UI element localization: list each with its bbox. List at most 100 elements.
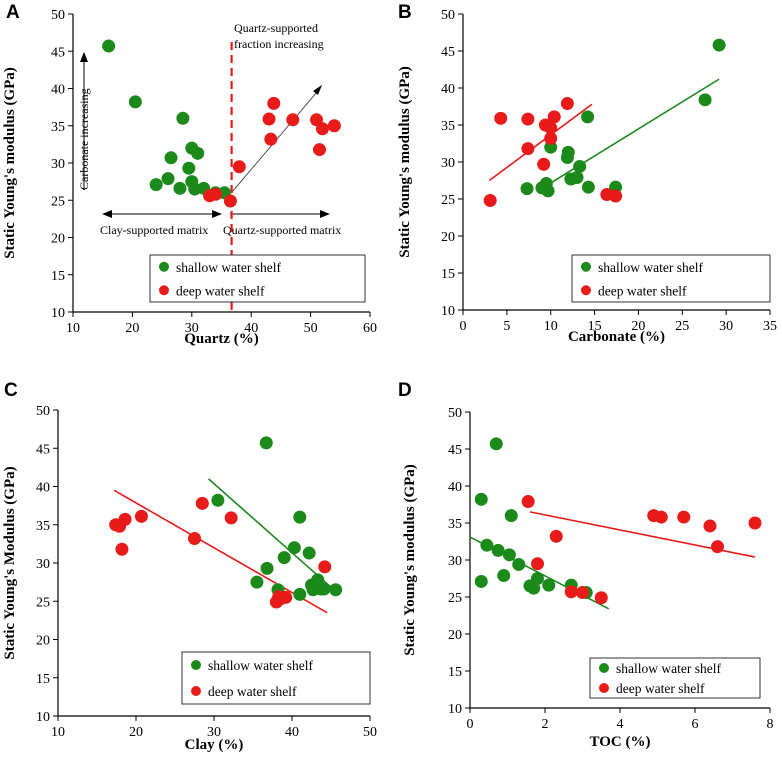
x-tick-label: 20: [125, 321, 139, 336]
data-point-deep: [286, 113, 300, 127]
y-tick-label: 15: [51, 269, 65, 284]
trendline-deep: [113, 489, 328, 614]
legend-label-deep-b: deep water shelf: [598, 283, 687, 298]
data-point-shallow: [480, 538, 494, 552]
trendline-shallow: [545, 78, 720, 187]
legend-marker-shallow-d: [599, 663, 609, 673]
data-point-shallow: [570, 171, 584, 185]
data-point-shallow: [293, 510, 307, 524]
legend-marker-deep-a: [159, 285, 169, 296]
y-tick-label: 45: [448, 443, 462, 458]
data-point-deep: [677, 510, 691, 524]
clay-matrix-arrowhead-left: [102, 210, 112, 218]
legend-marker-shallow-a: [159, 261, 169, 272]
legend-label-deep-a: deep water shelf: [176, 283, 265, 298]
legend-marker-deep-d: [599, 683, 609, 693]
data-point-deep: [521, 142, 535, 156]
data-point-deep: [748, 516, 762, 530]
legend-label-shallow-a: shallow water shelf: [176, 260, 281, 275]
data-point-shallow: [698, 93, 712, 107]
data-point-shallow: [211, 493, 225, 507]
y-tick-label: 50: [36, 404, 50, 419]
y-tick-label: 30: [448, 554, 462, 569]
data-point-shallow: [128, 95, 142, 109]
data-point-deep: [224, 511, 238, 525]
data-point-shallow: [317, 582, 331, 596]
y-tick-label: 10: [51, 306, 65, 321]
panel-letter-c: C: [4, 380, 18, 401]
y-tick-label: 30: [51, 157, 65, 172]
legend-c: shallow water shelf deep water shelf: [181, 651, 371, 705]
data-point-deep: [113, 519, 127, 533]
data-point-shallow: [541, 184, 555, 198]
ticks-a: 10 20 30 40 50 60 10 15 20 25 30 35 40 45 50: [51, 8, 377, 336]
data-point-deep: [521, 112, 535, 126]
x-tick-label: 20: [129, 725, 143, 740]
x-tick-label: 50: [363, 725, 377, 740]
data-point-deep: [521, 495, 535, 509]
y-tick-label: 10: [441, 304, 455, 319]
legend-b: shallow water shelf deep water shelf: [571, 254, 771, 303]
y-tick-label: 40: [36, 481, 50, 496]
y-tick-label: 45: [36, 442, 50, 457]
legend-marker-shallow-c: [191, 660, 201, 670]
legend-label-deep-d: deep water shelf: [616, 681, 705, 696]
data-point-deep: [609, 189, 623, 203]
legend-box-c: [181, 651, 371, 705]
data-point-deep: [115, 542, 129, 556]
x-tick-label: 2: [542, 717, 549, 732]
data-point-shallow: [474, 492, 488, 506]
data-point-shallow: [573, 159, 587, 173]
data-point-deep: [711, 540, 724, 554]
data-point-deep: [594, 591, 608, 605]
data-point-deep: [134, 509, 148, 523]
y-tick-label: 25: [36, 595, 50, 610]
data-point-deep: [209, 187, 223, 201]
x-tick-label: 4: [617, 717, 624, 732]
data-point-deep: [267, 96, 281, 110]
data-point-deep: [564, 585, 578, 599]
panel-a: A 10 20 30 40 50 60 10 15 20 25 30 35 40 45 50 Carbona…: [2, 2, 377, 347]
x-tick-label: 30: [207, 725, 221, 740]
clay-matrix-arrowhead-right: [212, 210, 222, 218]
legend-label-deep-c: deep water shelf: [208, 684, 297, 699]
trendline-deep: [488, 103, 593, 182]
legend-a: shallow water shelf deep water shelf: [149, 254, 366, 303]
data-point-shallow: [712, 38, 726, 52]
ticks-d: 0 2 4 6 8 10 15 20 25 30 35 40 45 50: [448, 406, 774, 732]
data-point-shallow: [302, 546, 316, 560]
data-point-shallow: [520, 182, 534, 196]
data-point-deep: [483, 193, 497, 207]
x-tick-label: 25: [675, 319, 689, 334]
y-tick-label: 50: [448, 406, 462, 421]
x-tick-label: 0: [460, 319, 467, 334]
data-point-shallow: [329, 583, 343, 597]
data-point-deep: [531, 557, 544, 571]
y-tick-label: 10: [36, 710, 50, 725]
data-point-deep: [549, 529, 563, 543]
data-point-shallow: [502, 548, 516, 562]
data-point-deep: [547, 110, 561, 124]
y-tick-label: 20: [448, 628, 462, 643]
annotation-quartz-supported-matrix: Quartz-supported matrix: [223, 223, 341, 237]
data-point-deep: [232, 160, 246, 174]
x-axis-title-d: TOC (%): [590, 734, 651, 750]
x-tick-label: 30: [719, 319, 733, 334]
data-point-shallow: [191, 146, 205, 160]
y-tick-label: 25: [441, 193, 455, 208]
data-point-shallow: [250, 575, 264, 589]
data-point-shallow: [527, 581, 541, 595]
data-point-shallow: [560, 151, 574, 165]
data-point-shallow: [293, 587, 307, 601]
y-tick-label: 50: [441, 8, 455, 23]
data-point-shallow: [173, 181, 187, 195]
data-point-deep: [537, 157, 551, 171]
x-tick-label: 30: [185, 321, 199, 336]
panel-b: B 0 5 10 15 20 25 30 35 10 15 20 25 30 35 40 45 50 Carbo…: [397, 2, 777, 345]
x-tick-label: 35: [763, 319, 777, 334]
data-point-deep: [327, 119, 341, 133]
x-tick-label: 10: [544, 319, 558, 334]
x-axis-title-a: Quartz (%): [184, 331, 259, 347]
data-point-shallow: [164, 151, 178, 165]
